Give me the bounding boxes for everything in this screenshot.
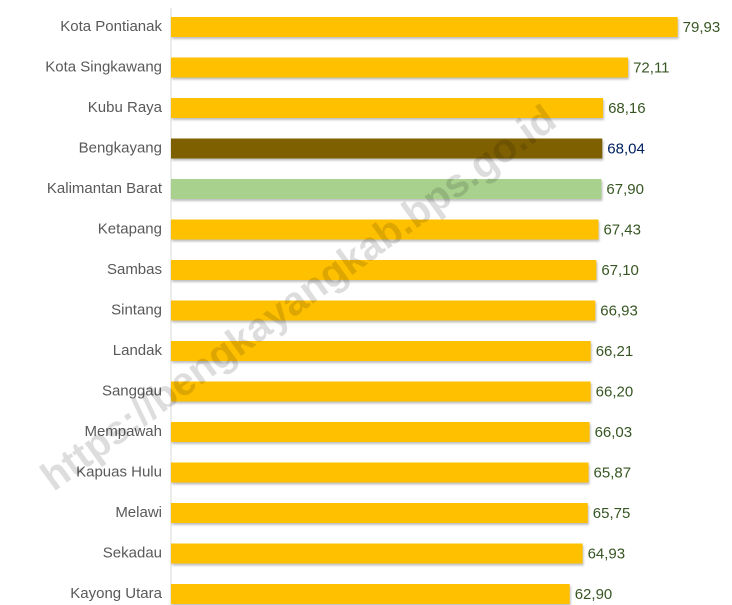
y-tick-label: Mempawah (84, 423, 162, 440)
bar (171, 503, 588, 523)
bar (171, 138, 603, 159)
value-label: 66,03 (595, 424, 633, 441)
y-tick-label: Sambas (107, 261, 162, 278)
y-tick-label: Kapuas Hulu (76, 463, 162, 480)
y-tick-label: Sekadau (103, 544, 162, 561)
bar (171, 462, 589, 483)
bar (171, 17, 678, 37)
value-label: 66,93 (600, 302, 638, 319)
y-tick-label: Landak (113, 342, 163, 359)
bar (171, 300, 596, 321)
bar (171, 543, 583, 564)
bar (171, 219, 599, 240)
bar (171, 341, 591, 361)
value-label: 72,11 (633, 59, 669, 76)
bar (171, 98, 604, 118)
value-label: 66,21 (596, 343, 634, 360)
value-label: 68,16 (608, 100, 646, 117)
value-label: 65,75 (593, 505, 631, 522)
y-tick-label: Ketapang (98, 220, 162, 237)
value-label: 62,90 (575, 586, 613, 603)
y-tick-label: Kota Pontianak (60, 18, 162, 35)
y-tick-label: Kota Singkawang (45, 58, 162, 75)
y-tick-label: Sanggau (102, 382, 162, 399)
value-label: 64,93 (588, 545, 626, 562)
value-label: 68,04 (607, 140, 645, 157)
bar (171, 584, 570, 604)
y-tick-label: Kubu Raya (88, 99, 163, 116)
value-label: 67,90 (606, 181, 644, 198)
value-label: 66,20 (596, 383, 634, 400)
value-label: 65,87 (594, 464, 632, 481)
y-tick-label: Sintang (111, 301, 162, 318)
bar (171, 179, 602, 199)
y-tick-label: Melawi (115, 504, 162, 521)
value-label: 79,93 (683, 19, 721, 36)
y-tick-label: Bengkayang (79, 139, 162, 156)
y-tick-label: Kalimantan Barat (47, 180, 163, 197)
value-label: 67,10 (601, 262, 639, 279)
y-tick-label: Kayong Utara (70, 585, 162, 602)
bar (171, 260, 597, 280)
bar (171, 381, 591, 402)
value-label: 67,43 (603, 221, 641, 238)
bar (171, 422, 590, 442)
bar (171, 57, 629, 78)
